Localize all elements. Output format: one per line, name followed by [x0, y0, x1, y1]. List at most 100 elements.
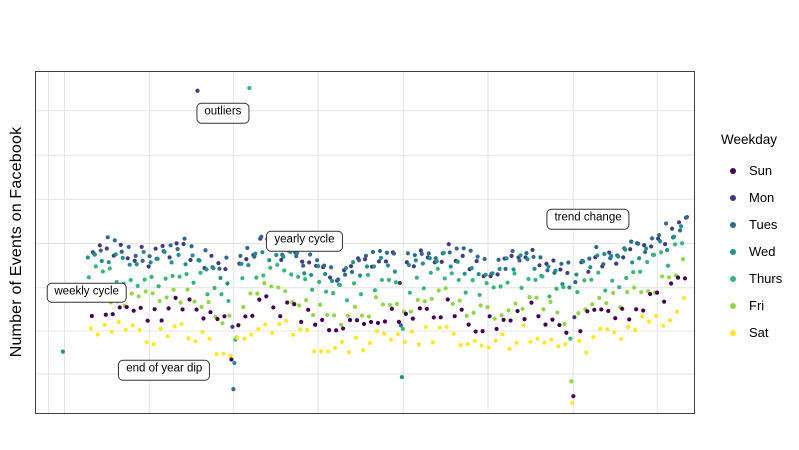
data-point — [397, 280, 402, 286]
data-point — [475, 254, 480, 259]
data-point — [533, 277, 538, 283]
data-point — [340, 326, 346, 331]
data-point — [338, 322, 344, 327]
data-point — [250, 313, 255, 318]
data-point — [548, 299, 553, 305]
data-point — [660, 274, 665, 279]
data-point — [596, 270, 601, 275]
data-point — [354, 318, 360, 323]
data-point — [271, 305, 276, 310]
data-point — [172, 324, 177, 329]
data-point — [439, 259, 444, 264]
data-point — [461, 246, 466, 251]
legend-item-label: Sat — [749, 325, 769, 340]
data-point — [141, 249, 146, 255]
data-point — [97, 243, 102, 248]
legend-item-label: Fri — [749, 298, 765, 313]
data-point — [185, 287, 190, 292]
data-point — [631, 270, 636, 275]
data-point — [211, 266, 216, 271]
data-point — [184, 271, 189, 277]
data-point — [195, 88, 200, 93]
data-point — [136, 294, 141, 299]
data-point — [472, 338, 477, 343]
data-point — [584, 350, 589, 355]
data-point — [434, 259, 439, 264]
data-point — [513, 301, 518, 306]
data-point — [236, 323, 241, 328]
data-point — [449, 271, 454, 276]
data-point — [200, 329, 205, 335]
data-point — [116, 319, 121, 325]
data-point — [238, 253, 243, 259]
data-point — [247, 85, 252, 91]
data-point — [585, 309, 590, 314]
data-point — [192, 299, 197, 304]
data-point — [620, 306, 625, 311]
data-point — [387, 302, 393, 308]
data-point — [496, 257, 501, 262]
data-point — [191, 280, 196, 285]
annotation-trend-change: trend change — [546, 209, 630, 230]
data-point — [240, 276, 245, 281]
data-point — [329, 265, 334, 270]
data-point — [684, 214, 690, 220]
data-point — [295, 250, 300, 256]
data-point — [262, 281, 267, 286]
data-point — [93, 264, 98, 269]
data-point — [221, 351, 226, 356]
data-point — [515, 308, 520, 314]
data-point — [143, 289, 148, 294]
data-point — [209, 253, 214, 258]
data-point — [100, 269, 105, 274]
data-point — [99, 258, 104, 264]
data-point — [306, 307, 311, 312]
data-point — [216, 261, 221, 266]
data-point — [624, 275, 629, 281]
data-point — [89, 313, 94, 319]
data-point — [474, 259, 479, 264]
data-point — [278, 314, 283, 319]
data-point — [417, 306, 422, 311]
data-point — [109, 329, 114, 334]
data-point — [545, 268, 550, 273]
data-point — [540, 274, 545, 279]
data-point — [285, 300, 290, 305]
data-point — [356, 258, 362, 263]
data-point — [307, 260, 312, 265]
data-point — [156, 284, 161, 289]
data-point — [241, 304, 246, 310]
data-point — [569, 379, 574, 384]
data-point — [299, 319, 304, 324]
data-point — [178, 300, 183, 305]
data-point — [249, 332, 254, 337]
data-point — [610, 278, 615, 283]
data-point — [567, 285, 572, 290]
legend-key-dot — [730, 302, 736, 309]
data-point — [450, 301, 455, 307]
data-point — [311, 312, 316, 318]
legend-item-label: Sun — [749, 163, 773, 178]
data-point — [668, 281, 674, 286]
data-point — [671, 234, 677, 239]
plot-panel: outliers yearly cycle trend change weekly c… — [35, 71, 695, 414]
data-point — [298, 327, 303, 332]
data-point — [376, 259, 382, 264]
legend-item-tues: Tues — [720, 211, 782, 238]
data-point — [655, 290, 660, 295]
data-point — [667, 318, 673, 323]
data-point — [556, 344, 561, 349]
data-point — [537, 263, 542, 268]
legend-key-dot — [730, 329, 736, 336]
data-point — [521, 323, 526, 328]
data-point — [466, 322, 471, 327]
data-point — [104, 246, 109, 251]
data-point — [176, 252, 181, 257]
data-point — [641, 308, 646, 313]
data-point — [171, 287, 176, 292]
data-point — [649, 244, 654, 249]
data-point — [349, 269, 355, 275]
data-point — [322, 263, 327, 268]
data-point — [328, 275, 333, 280]
data-point — [444, 324, 449, 329]
